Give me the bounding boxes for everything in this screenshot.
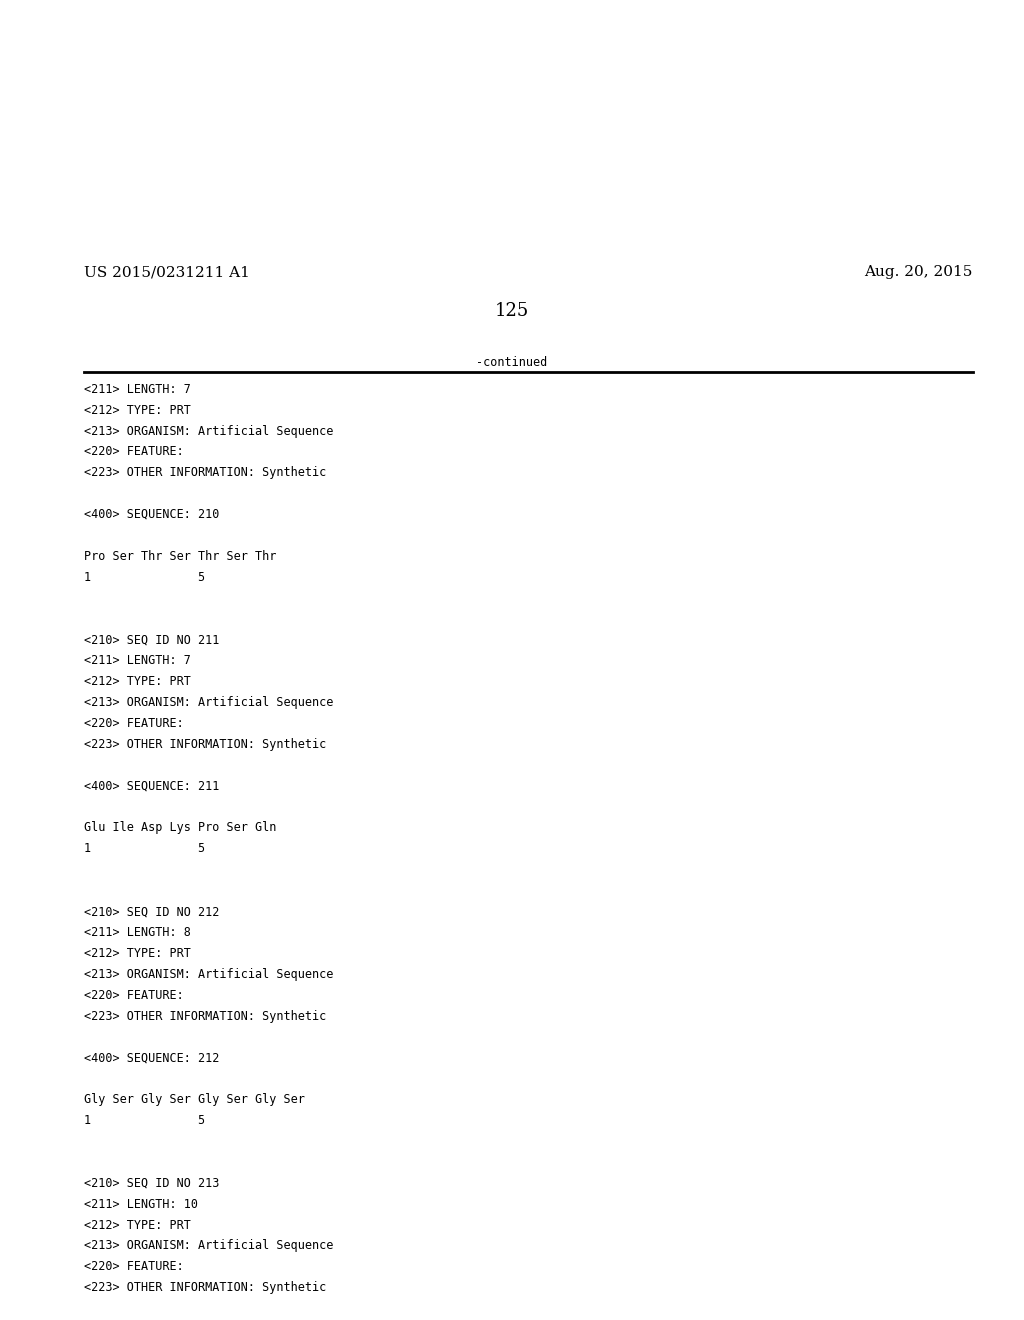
Text: Aug. 20, 2015: Aug. 20, 2015 [864, 265, 973, 280]
Text: <212> TYPE: PRT: <212> TYPE: PRT [84, 946, 190, 960]
Text: Glu Ile Asp Lys Pro Ser Gln: Glu Ile Asp Lys Pro Ser Gln [84, 821, 276, 834]
Text: <212> TYPE: PRT: <212> TYPE: PRT [84, 404, 190, 417]
Text: <213> ORGANISM: Artificial Sequence: <213> ORGANISM: Artificial Sequence [84, 696, 334, 709]
Text: <211> LENGTH: 10: <211> LENGTH: 10 [84, 1197, 198, 1210]
Text: <220> FEATURE:: <220> FEATURE: [84, 1261, 183, 1274]
Text: <210> SEQ ID NO 213: <210> SEQ ID NO 213 [84, 1177, 219, 1189]
Text: <400> SEQUENCE: 212: <400> SEQUENCE: 212 [84, 1051, 219, 1064]
Text: <220> FEATURE:: <220> FEATURE: [84, 445, 183, 458]
Text: Pro Ser Thr Ser Thr Ser Thr: Pro Ser Thr Ser Thr Ser Thr [84, 549, 276, 562]
Text: <211> LENGTH: 7: <211> LENGTH: 7 [84, 655, 190, 668]
Text: <400> SEQUENCE: 211: <400> SEQUENCE: 211 [84, 780, 219, 792]
Text: 125: 125 [495, 302, 529, 321]
Text: <212> TYPE: PRT: <212> TYPE: PRT [84, 676, 190, 688]
Text: <213> ORGANISM: Artificial Sequence: <213> ORGANISM: Artificial Sequence [84, 1239, 334, 1253]
Text: <223> OTHER INFORMATION: Synthetic: <223> OTHER INFORMATION: Synthetic [84, 466, 327, 479]
Text: <211> LENGTH: 7: <211> LENGTH: 7 [84, 383, 190, 396]
Text: US 2015/0231211 A1: US 2015/0231211 A1 [84, 265, 250, 280]
Text: 1               5: 1 5 [84, 570, 205, 583]
Text: <220> FEATURE:: <220> FEATURE: [84, 717, 183, 730]
Text: <212> TYPE: PRT: <212> TYPE: PRT [84, 1218, 190, 1232]
Text: <223> OTHER INFORMATION: Synthetic: <223> OTHER INFORMATION: Synthetic [84, 738, 327, 751]
Text: Gly Ser Gly Ser Gly Ser Gly Ser: Gly Ser Gly Ser Gly Ser Gly Ser [84, 1093, 305, 1106]
Text: <210> SEQ ID NO 211: <210> SEQ ID NO 211 [84, 634, 219, 647]
Text: <223> OTHER INFORMATION: Synthetic: <223> OTHER INFORMATION: Synthetic [84, 1282, 327, 1294]
Text: <210> SEQ ID NO 212: <210> SEQ ID NO 212 [84, 906, 219, 919]
Text: 1               5: 1 5 [84, 1114, 205, 1127]
Text: <213> ORGANISM: Artificial Sequence: <213> ORGANISM: Artificial Sequence [84, 968, 334, 981]
Text: <213> ORGANISM: Artificial Sequence: <213> ORGANISM: Artificial Sequence [84, 425, 334, 437]
Text: -continued: -continued [476, 356, 548, 370]
Text: <220> FEATURE:: <220> FEATURE: [84, 989, 183, 1002]
Text: <400> SEQUENCE: 210: <400> SEQUENCE: 210 [84, 508, 219, 521]
Text: 1               5: 1 5 [84, 842, 205, 855]
Text: <223> OTHER INFORMATION: Synthetic: <223> OTHER INFORMATION: Synthetic [84, 1010, 327, 1023]
Text: <211> LENGTH: 8: <211> LENGTH: 8 [84, 927, 190, 939]
